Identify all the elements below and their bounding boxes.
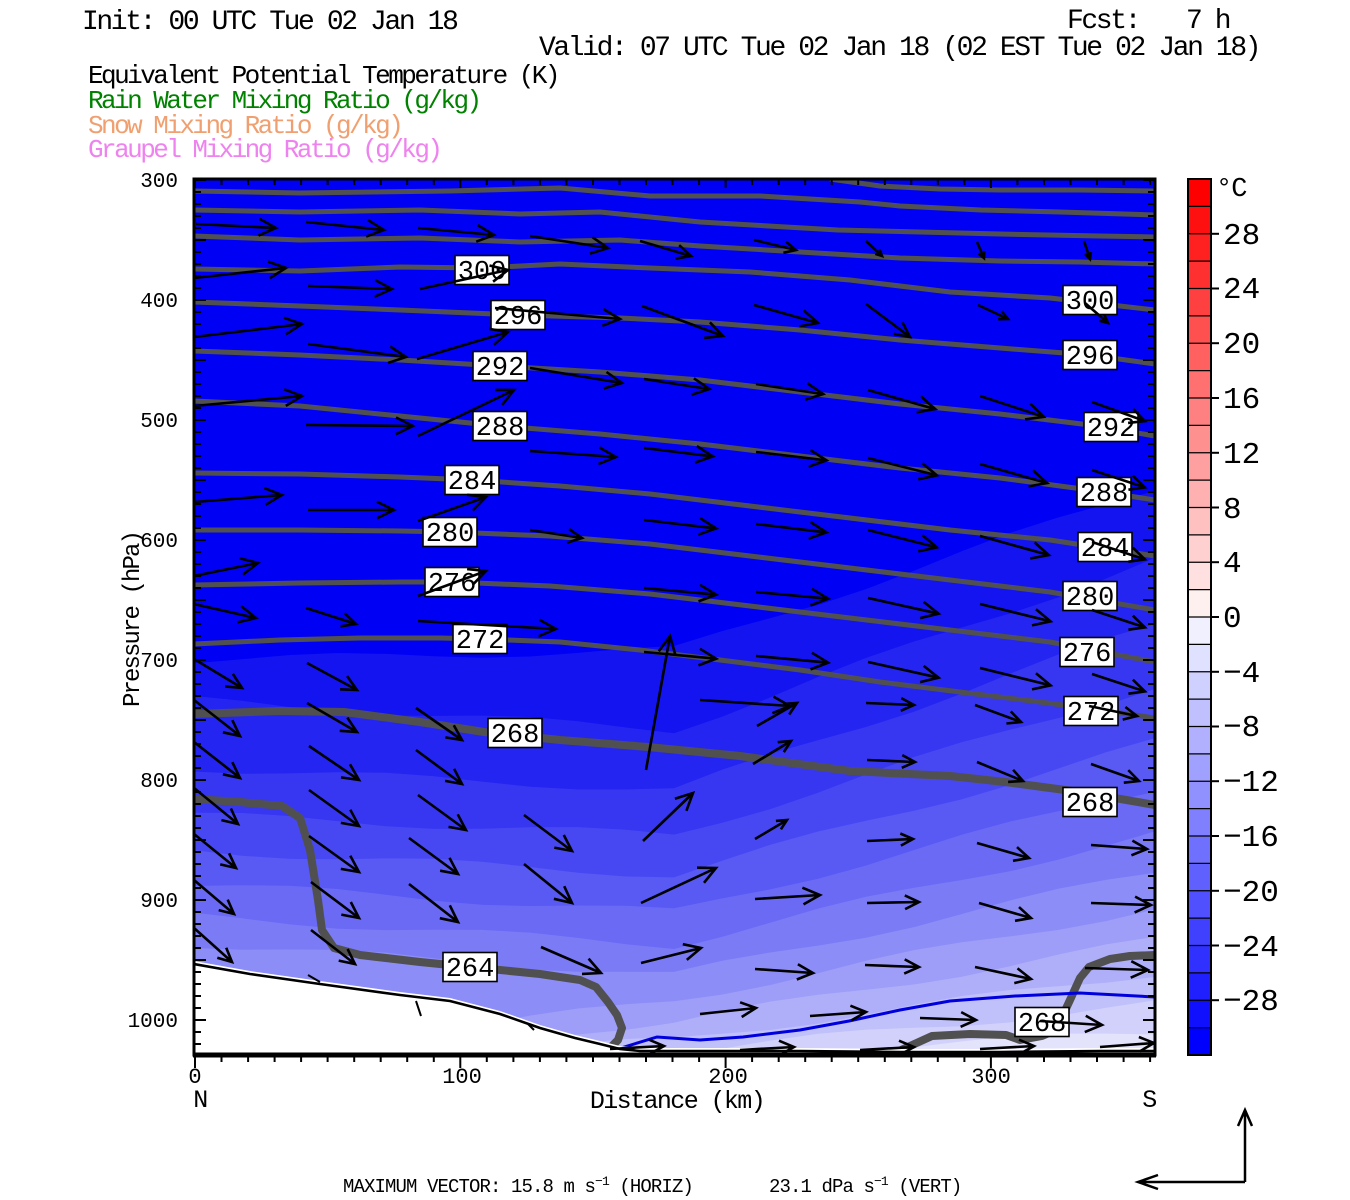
svg-text:280: 280: [426, 520, 475, 550]
svg-text:Fcst:: Fcst:: [1067, 6, 1139, 37]
svg-text:−24: −24: [1223, 931, 1279, 966]
svg-text:284: 284: [448, 468, 497, 498]
svg-text:292: 292: [476, 354, 525, 384]
svg-text:200: 200: [708, 1065, 748, 1090]
svg-text:272: 272: [1067, 699, 1116, 729]
svg-text:8: 8: [1223, 493, 1242, 528]
svg-text:20: 20: [1223, 328, 1260, 363]
svg-text:600: 600: [140, 531, 178, 554]
svg-text:28: 28: [1223, 219, 1260, 254]
svg-text:−20: −20: [1223, 876, 1279, 911]
svg-text:24: 24: [1223, 273, 1260, 308]
svg-text:16: 16: [1223, 383, 1260, 418]
svg-text:276: 276: [428, 570, 477, 600]
svg-text:800: 800: [140, 771, 178, 794]
svg-text:300: 300: [971, 1065, 1011, 1090]
svg-text:100: 100: [442, 1065, 482, 1090]
svg-text:288: 288: [1080, 480, 1129, 510]
svg-text:300: 300: [140, 171, 178, 194]
svg-text:268: 268: [1018, 1010, 1067, 1040]
svg-text:284: 284: [1081, 535, 1130, 565]
svg-text:12: 12: [1223, 438, 1260, 473]
svg-text:Valid: 07 UTC Tue 02 Jan 18 (0: Valid: 07 UTC Tue 02 Jan 18 (02 EST Tue …: [539, 33, 1259, 64]
svg-text:Init: 00 UTC Tue 02 Jan 18: Init: 00 UTC Tue 02 Jan 18: [82, 7, 457, 38]
svg-text:N: N: [193, 1086, 207, 1115]
svg-text:268: 268: [491, 721, 540, 751]
svg-text:400: 400: [140, 291, 178, 314]
svg-text:288: 288: [476, 414, 525, 444]
svg-text:500: 500: [140, 411, 178, 434]
svg-text:0: 0: [1223, 602, 1242, 637]
svg-text:S: S: [1142, 1086, 1156, 1115]
svg-text:276: 276: [1063, 640, 1112, 670]
svg-text:900: 900: [140, 891, 178, 914]
svg-text:Rain Water Mixing Ratio (g/kg): Rain Water Mixing Ratio (g/kg): [88, 86, 480, 116]
svg-text:°C: °C: [1216, 175, 1247, 205]
svg-text:Pressure (hPa): Pressure (hPa): [120, 532, 147, 707]
svg-text:MAXIMUM VECTOR: 15.8 m s−1 (H: MAXIMUM VECTOR: 15.8 m s−1 (HORIZ): [343, 1174, 693, 1199]
svg-text:700: 700: [140, 651, 178, 674]
svg-text:−8: −8: [1223, 711, 1260, 746]
svg-text:296: 296: [1066, 343, 1115, 373]
svg-text:Snow Mixing Ratio (g/kg): Snow Mixing Ratio (g/kg): [88, 111, 401, 141]
svg-text:−28: −28: [1223, 985, 1279, 1020]
svg-text:292: 292: [1087, 415, 1136, 445]
svg-text:23.1 dPa s−1 (VERT): 23.1 dPa s−1 (VERT): [769, 1174, 961, 1199]
svg-text:4: 4: [1223, 547, 1242, 582]
svg-text:268: 268: [1066, 790, 1115, 820]
svg-text:−12: −12: [1223, 766, 1279, 801]
svg-text:Equivalent Potential Temperatu: Equivalent Potential Temperature (K): [88, 61, 558, 91]
svg-text:272: 272: [456, 627, 505, 657]
svg-text:Distance (km): Distance (km): [590, 1087, 764, 1116]
svg-text:1000: 1000: [128, 1011, 178, 1034]
svg-text:7 h: 7 h: [1186, 6, 1230, 37]
svg-text:264: 264: [446, 955, 495, 985]
svg-text:−4: −4: [1223, 657, 1260, 692]
svg-text:0: 0: [188, 1065, 201, 1090]
svg-text:−16: −16: [1223, 821, 1279, 856]
svg-text:300: 300: [1066, 288, 1115, 318]
svg-text:280: 280: [1066, 584, 1115, 614]
svg-text:Graupel Mixing Ratio (g/kg): Graupel Mixing Ratio (g/kg): [88, 135, 440, 165]
